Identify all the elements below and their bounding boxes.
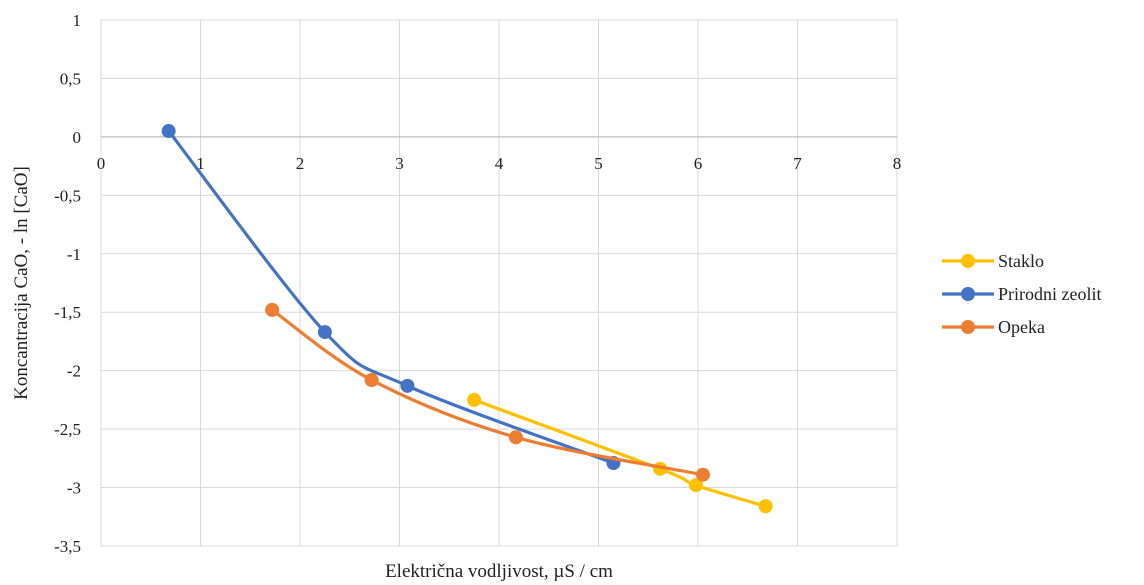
x-tick-label: 4 [495,154,504,173]
data-point-staklo [467,392,482,407]
data-point-staklo [758,499,773,514]
data-point-opeka [695,467,710,482]
y-tick-label: -0,5 [54,186,81,205]
x-tick-label: 3 [395,154,404,173]
legend-label: Staklo [998,251,1044,271]
legend-swatch-marker [961,254,975,268]
series-staklo [467,392,773,514]
y-tick-label: -1,5 [54,303,81,322]
series-prirodni-zeolit [161,124,621,471]
legend: Staklo Prirodni zeolit Opeka [942,251,1101,337]
legend-swatch-marker [961,287,975,301]
data-point-opeka [265,302,280,317]
y-axis-ticks: 1 0,5 0 -0,5 -1 -1,5 -2 -2,5 -3 -3,5 [54,11,81,556]
legend-label: Prirodni zeolit [998,284,1101,304]
grid [100,19,898,547]
x-tick-label: 0 [97,154,106,173]
legend-swatch-marker [961,320,975,334]
y-axis-title: Koncantracija CaO, - ln [CaO] [11,166,32,400]
y-tick-label: 0 [73,128,82,147]
y-tick-label: -2,5 [54,420,81,439]
data-point-prirodni-zeolit [400,378,415,393]
series-opeka [265,302,710,482]
series-line-opeka [270,308,705,477]
y-tick-label: 0,5 [60,69,81,88]
y-tick-label: 1 [73,11,82,30]
data-point-staklo [689,478,704,493]
x-tick-label: 2 [296,154,305,173]
y-tick-label: -1 [67,245,81,264]
x-tick-label: 8 [893,154,902,173]
y-tick-label: -3,5 [54,537,81,556]
data-point-opeka [508,430,523,445]
y-tick-label: -2 [67,362,81,381]
series-line-prirodni-zeolit [167,129,616,465]
x-tick-label: 1 [196,154,205,173]
x-tick-label: 7 [793,154,802,173]
x-axis-ticks: 0 1 2 3 4 5 6 7 8 [97,154,902,173]
data-point-prirodni-zeolit [317,325,332,340]
legend-item-opeka: Opeka [942,317,1045,337]
x-tick-label: 6 [694,154,703,173]
legend-item-prirodni-zeolit: Prirodni zeolit [942,284,1101,304]
x-tick-label: 5 [594,154,603,173]
legend-item-staklo: Staklo [942,251,1044,271]
data-point-opeka [364,373,379,388]
data-point-prirodni-zeolit [161,124,176,139]
x-axis-title: Električna vodljivost, µS / cm [385,561,613,582]
series-group [161,124,773,514]
series-line-staklo [472,398,768,508]
legend-label: Opeka [998,317,1045,337]
y-tick-label: -3 [67,479,81,498]
